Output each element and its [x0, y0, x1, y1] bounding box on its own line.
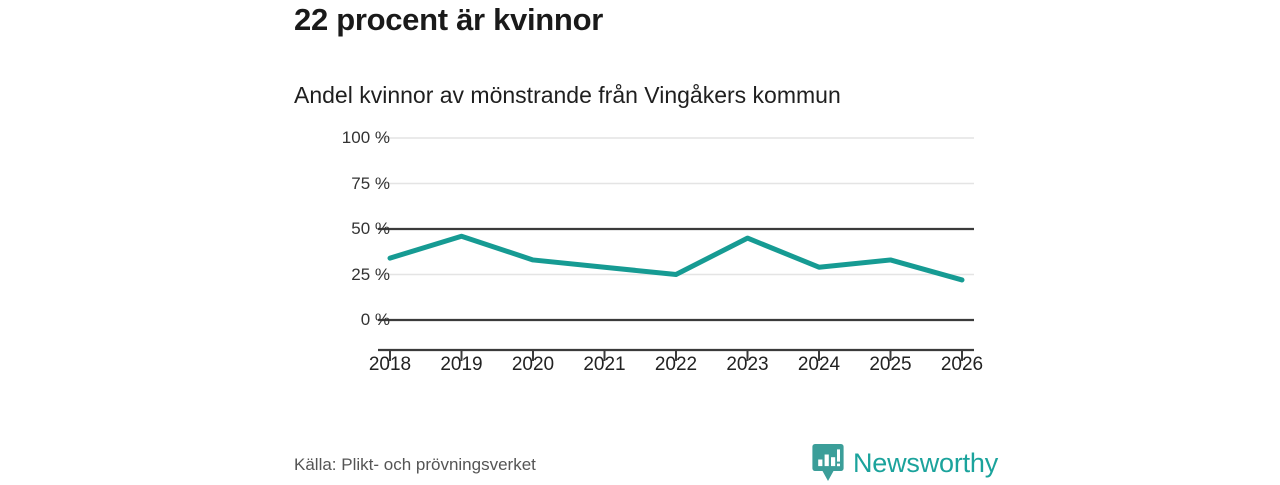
data-series-line: [387, 233, 965, 283]
y-axis-tick-label: 0 %: [360, 310, 390, 329]
x-axis-tick-label: 2024: [797, 354, 841, 375]
line-chart: 0 % 25 % 50 % 75 % 100 % 2018 2019 2020 2021 202…: [294, 122, 984, 392]
x-axis-tick-label: 2018: [368, 354, 412, 375]
x-axis-tick-label: 2026: [940, 354, 984, 375]
chart-canvas: [378, 137, 974, 361]
x-axis-tick-label: 2023: [726, 354, 769, 375]
source-note: Källa: Plikt- och prövningsverket: [294, 455, 536, 474]
x-axis-tick-label: 2021: [583, 354, 626, 375]
y-axis-tick-label: 25 %: [351, 264, 390, 284]
x-axis-tick-label: 2022: [654, 354, 698, 375]
y-axis-labels: 0 % 25 % 50 % 75 % 100 %: [294, 122, 390, 392]
chart-subtitle: Andel kvinnor av mönstrande från Vingåke…: [294, 82, 841, 108]
page-title: 22 procent är kvinnor: [294, 2, 603, 37]
y-axis-tick-label: 75 %: [351, 173, 390, 193]
y-axis-tick-label: 100 %: [341, 128, 390, 147]
x-axis-tick-label: 2025: [869, 354, 912, 375]
newsworthy-logo-text: Newsworthy: [853, 447, 999, 478]
newsworthy-logo[interactable]: Newsworthy: [812, 441, 998, 485]
x-axis-tick-label: 2019: [440, 354, 483, 375]
x-axis-tick-label: 2020: [511, 354, 555, 375]
y-axis-tick-label: 50 %: [351, 219, 390, 238]
newsworthy-bubble-chart-icon: [812, 444, 844, 481]
